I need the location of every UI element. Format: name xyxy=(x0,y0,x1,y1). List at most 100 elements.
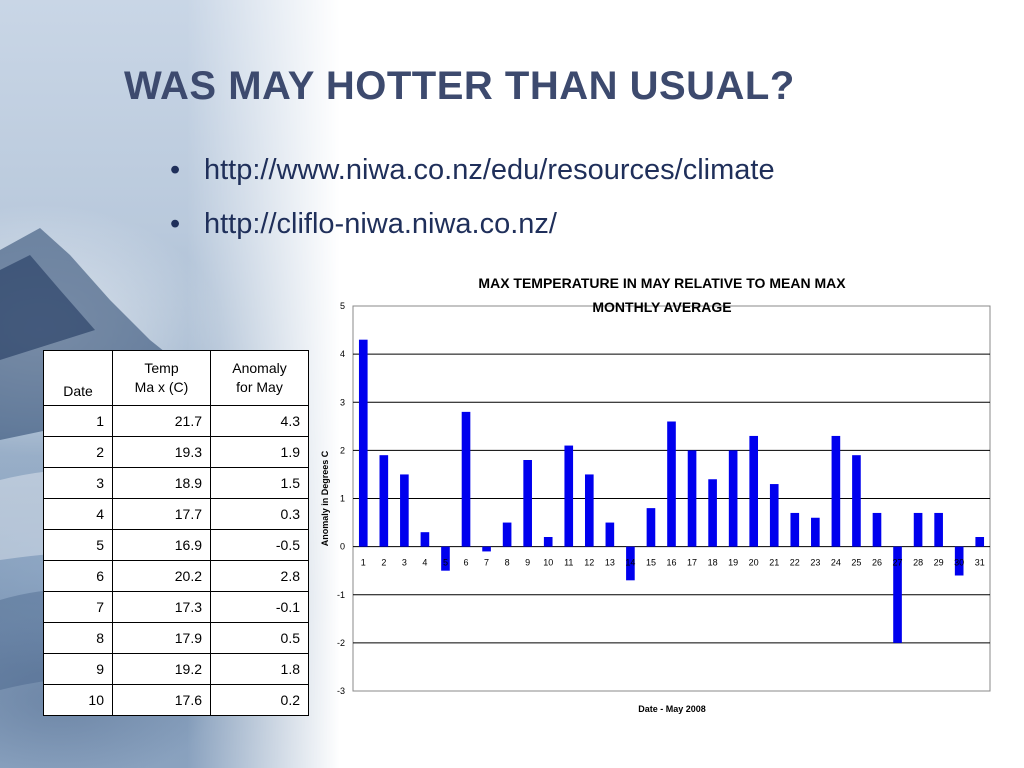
cell-date: 10 xyxy=(43,684,113,716)
x-tick-label: 27 xyxy=(893,558,903,568)
x-tick-label: 11 xyxy=(564,558,573,568)
cell-temp: 21.7 xyxy=(112,405,211,437)
temperature-table: Date Temp Ma x (C) Anomaly for May 1 21.7 4.… xyxy=(43,350,309,716)
bar xyxy=(728,450,738,547)
bar xyxy=(420,532,430,547)
slide-title: WAS MAY HOTTER THAN USUAL? xyxy=(124,64,795,108)
table-row: 5 16.9 -0.5 xyxy=(43,529,309,561)
x-tick-label: 22 xyxy=(790,558,800,568)
x-tick-label: 12 xyxy=(584,558,594,568)
cell-anomaly: 2.8 xyxy=(210,560,309,592)
x-tick-label: 1 xyxy=(361,558,366,568)
table-row: 7 17.3 -0.1 xyxy=(43,591,309,623)
bar xyxy=(749,435,759,547)
bar xyxy=(790,512,800,547)
cell-date: 1 xyxy=(43,405,113,437)
y-tick-label: 3 xyxy=(340,397,345,407)
table-body: 1 21.7 4.3 2 19.3 1.9 3 18.9 1.5 4 17.7 0.3 5 16.9 -0.… xyxy=(43,405,309,716)
header-line: Anomaly xyxy=(232,360,287,376)
cell-date: 6 xyxy=(43,560,113,592)
x-tick-label: 19 xyxy=(728,558,738,568)
y-tick-label: 0 xyxy=(340,542,345,552)
y-tick-label: -1 xyxy=(337,590,345,600)
chart-title-line-2: MONTHLY AVERAGE xyxy=(592,299,731,315)
x-tick-label: 13 xyxy=(605,558,615,568)
header-line: Ma x (C) xyxy=(134,379,189,395)
cell-date: 5 xyxy=(43,529,113,561)
bar xyxy=(975,537,985,547)
cell-temp: 17.6 xyxy=(112,684,211,716)
table-row: 1 21.7 4.3 xyxy=(43,405,309,437)
bar xyxy=(872,512,882,547)
bar xyxy=(502,522,512,547)
table-header-row: Date Temp Ma x (C) Anomaly for May xyxy=(43,350,309,406)
table-row: 2 19.3 1.9 xyxy=(43,436,309,468)
x-tick-label: 24 xyxy=(831,558,841,568)
cell-date: 2 xyxy=(43,436,113,468)
column-header-date: Date xyxy=(43,350,113,406)
y-tick-label: 1 xyxy=(340,494,345,504)
cell-temp: 17.9 xyxy=(112,622,211,654)
cell-date: 7 xyxy=(43,591,113,623)
chart-title: MAX TEMPERATURE IN MAY RELATIVE TO MEAN … xyxy=(478,275,846,291)
bar xyxy=(831,435,841,547)
x-tick-label: 31 xyxy=(975,558,985,568)
cell-temp: 17.7 xyxy=(112,498,211,530)
cell-anomaly: 1.8 xyxy=(210,653,309,685)
x-tick-label: 16 xyxy=(666,558,676,568)
bar xyxy=(687,450,697,547)
header-line: for May xyxy=(236,379,283,395)
table-row: 8 17.9 0.5 xyxy=(43,622,309,654)
x-tick-label: 3 xyxy=(402,558,407,568)
y-tick-label: 5 xyxy=(340,301,345,311)
bar xyxy=(708,479,717,547)
bar xyxy=(400,474,409,547)
bar xyxy=(626,546,635,581)
x-tick-label: 18 xyxy=(708,558,718,568)
x-tick-label: 21 xyxy=(769,558,779,568)
bar xyxy=(584,474,594,547)
cell-anomaly: 4.3 xyxy=(210,405,309,437)
x-tick-label: 30 xyxy=(954,558,964,568)
bar xyxy=(954,546,964,576)
cell-anomaly: 1.5 xyxy=(210,467,309,499)
bullet-text: http://www.niwa.co.nz/edu/resources/clim… xyxy=(204,154,775,186)
y-tick-label: 2 xyxy=(340,445,345,455)
x-tick-label: 2 xyxy=(381,558,386,568)
bar xyxy=(379,455,389,547)
cell-temp: 20.2 xyxy=(112,560,211,592)
cell-anomaly: 1.9 xyxy=(210,436,309,468)
table-row: 6 20.2 2.8 xyxy=(43,560,309,592)
x-tick-label: 14 xyxy=(625,558,635,568)
bullet-link-niwa-climate: • http://www.niwa.co.nz/edu/resources/cli… xyxy=(170,154,775,187)
cell-anomaly: 0.3 xyxy=(210,498,309,530)
table-row: 3 18.9 1.5 xyxy=(43,467,309,499)
bar xyxy=(543,537,553,547)
cell-anomaly: 0.5 xyxy=(210,622,309,654)
cell-temp: 17.3 xyxy=(112,591,211,623)
x-tick-label: 5 xyxy=(443,558,448,568)
x-tick-label: 9 xyxy=(525,558,530,568)
cell-anomaly: -0.5 xyxy=(210,529,309,561)
x-tick-label: 29 xyxy=(934,558,944,568)
x-tick-label: 7 xyxy=(484,558,489,568)
column-header-temp: Temp Ma x (C) xyxy=(112,350,211,406)
bullet-text: http://cliflo-niwa.niwa.co.nz/ xyxy=(204,208,557,240)
bar xyxy=(441,546,450,571)
x-axis-label: Date - May 2008 xyxy=(638,704,706,714)
cell-temp: 19.3 xyxy=(112,436,211,468)
bullet-link-cliflo: • http://cliflo-niwa.niwa.co.nz/ xyxy=(170,208,557,241)
x-tick-label: 4 xyxy=(422,558,427,568)
cell-anomaly: -0.1 xyxy=(210,591,309,623)
table-row: 9 19.2 1.8 xyxy=(43,653,309,685)
bar xyxy=(667,421,676,547)
x-tick-label: 20 xyxy=(749,558,759,568)
header-line: Temp xyxy=(144,360,179,376)
bar xyxy=(605,522,615,547)
bar xyxy=(358,339,368,547)
bar xyxy=(769,484,779,547)
bar xyxy=(523,460,532,547)
cell-date: 9 xyxy=(43,653,113,685)
x-tick-label: 6 xyxy=(464,558,469,568)
